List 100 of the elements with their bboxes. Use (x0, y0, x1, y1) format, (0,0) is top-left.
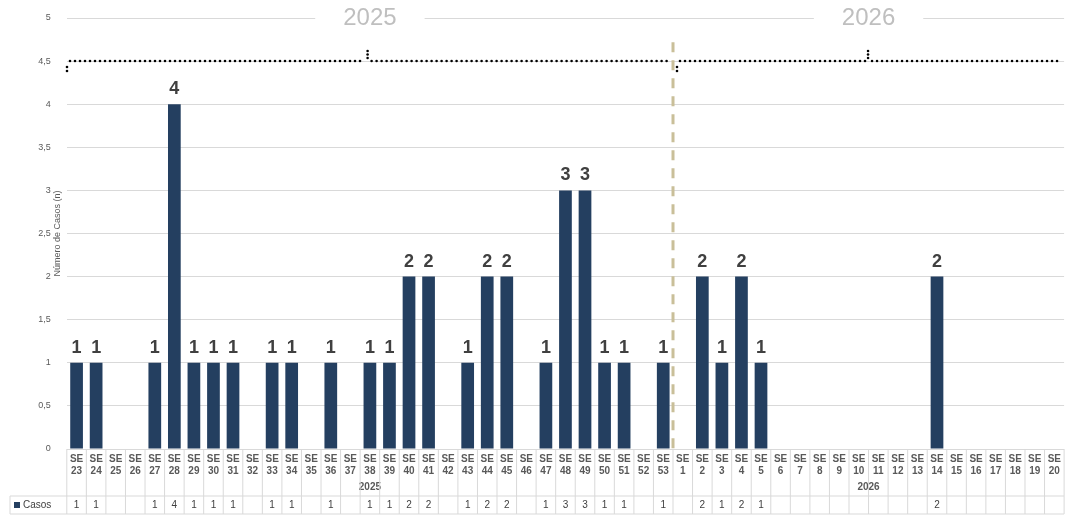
bar (363, 362, 377, 449)
data-label: 1 (601, 498, 608, 510)
bar (461, 362, 475, 449)
data-label: 3 (582, 498, 589, 510)
bar (89, 362, 103, 449)
bar (617, 362, 631, 449)
x-tick-label: SE 18 (1008, 452, 1023, 476)
x-tick-label: SE 41 (421, 452, 436, 476)
y-tick-label: 4 (45, 98, 51, 109)
bar (207, 362, 220, 449)
data-label: 1 (288, 498, 295, 510)
x-tick-label: SE 47 (539, 452, 553, 476)
bar (226, 362, 240, 449)
x-tick-label: SE 43 (461, 452, 475, 476)
data-label: 1 (543, 498, 550, 510)
x-tick-label: SE 12 (891, 452, 905, 476)
y-tick-label: 0 (45, 443, 51, 454)
data-label: 1 (230, 498, 237, 510)
x-tick-label: SE 42 (441, 452, 456, 476)
x-tick-label: SE 25 (109, 452, 123, 476)
y-tick-label: 3,5 (38, 141, 51, 152)
bar (324, 362, 338, 449)
y-tick-label: 1,5 (38, 314, 51, 325)
x-tick-label: SE 50 (597, 452, 612, 476)
x-tick-label: SE 53 (656, 452, 671, 476)
y-tick-label: 2 (45, 271, 51, 282)
text: 1 (208, 336, 219, 357)
x-tick-label: SE 46 (519, 452, 534, 476)
x-tick-label: SE 36 (324, 452, 338, 476)
data-label: 1 (191, 498, 198, 510)
x-tick-label: SE 7 (793, 452, 808, 476)
x-tick-label: SE 33 (265, 452, 280, 476)
y-tick-label: 2,5 (38, 227, 51, 238)
text: 1 (325, 336, 336, 357)
x-tick-label: SE 32 (245, 452, 260, 476)
text: 2 (404, 250, 415, 271)
x-tick-label: SE 52 (637, 452, 651, 476)
x-tick-label: SE 10 (852, 452, 866, 476)
data-label: 1 (660, 498, 667, 510)
x-tick-label: SE 13 (910, 452, 925, 476)
text: 1 (364, 336, 375, 357)
data-label: 2 (484, 498, 491, 510)
text: 1 (658, 336, 669, 357)
data-label: 3 (562, 498, 569, 510)
legend-label: Casos (23, 498, 52, 510)
x-tick-label: SE 23 (69, 452, 84, 476)
data-label: 1 (367, 498, 374, 510)
bar (265, 362, 279, 449)
text: 2 (423, 250, 434, 271)
text: 3 (580, 164, 591, 185)
text: 2 (736, 250, 747, 271)
text: 2026 (857, 480, 881, 492)
x-tick-label: SE 26 (128, 452, 143, 476)
text: 1 (149, 336, 160, 357)
text: 1 (91, 336, 102, 357)
x-tick-label: SE 1 (676, 452, 690, 476)
text: 2025 (358, 480, 382, 492)
x-tick-label: SE 8 (813, 452, 827, 476)
data-label: 1 (93, 498, 100, 510)
bar (715, 362, 729, 449)
x-tick-label: SE 6 (773, 452, 788, 476)
x-tick-label: SE 16 (969, 452, 984, 476)
x-tick-label: SE 17 (988, 452, 1003, 476)
x-tick-label: SE 4 (734, 452, 749, 476)
y-tick-label: 4,5 (38, 55, 51, 66)
data-label: 2 (934, 498, 941, 510)
x-tick-label: SE 11 (871, 452, 886, 476)
bar (539, 362, 553, 449)
x-tick-label: SE 3 (715, 452, 729, 476)
x-tick-label: SE 35 (304, 452, 319, 476)
bar (930, 276, 944, 449)
data-label: 2 (406, 498, 413, 510)
x-tick-label: SE 19 (1028, 452, 1042, 476)
bar (500, 276, 514, 449)
text: 1 (462, 336, 473, 357)
x-tick-label: SE 14 (930, 452, 944, 476)
text: 1 (188, 336, 199, 357)
x-tick-label: SE 15 (949, 452, 964, 476)
text: 1 (619, 336, 630, 357)
y-tick-label: 1 (45, 357, 51, 368)
bar (148, 362, 162, 449)
text: 1 (540, 336, 551, 357)
data-label: 2 (699, 498, 706, 510)
bar (168, 104, 181, 449)
text: 2 (697, 250, 708, 271)
text: 1 (286, 336, 297, 357)
x-tick-label: SE 39 (382, 452, 397, 476)
bar (480, 276, 494, 449)
text: 1 (384, 336, 395, 357)
x-tick-label: SE 40 (402, 452, 417, 476)
bar (598, 362, 611, 449)
data-label: 2 (425, 498, 432, 510)
x-tick-label: SE 30 (206, 452, 221, 476)
y-tick-label: 5 (45, 12, 51, 23)
text: 1 (228, 336, 239, 357)
bar (422, 276, 435, 449)
x-tick-label: SE 29 (187, 452, 201, 476)
y-tick-label: 3 (45, 184, 51, 195)
annotation: 2026 (841, 2, 896, 30)
x-tick-label: SE 38 (363, 452, 377, 476)
